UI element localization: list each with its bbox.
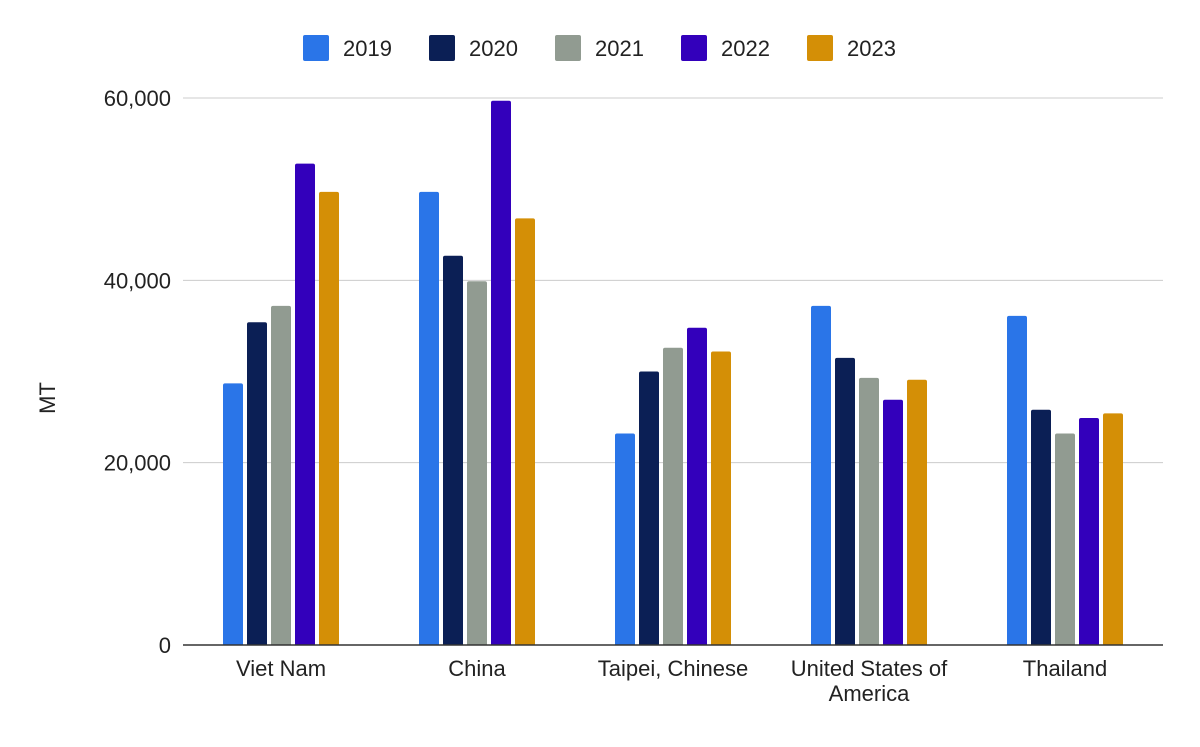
bar-2023: [515, 218, 535, 645]
legend-swatch-2021: [555, 35, 581, 61]
bar-2019: [223, 383, 243, 645]
bar-2020: [1031, 409, 1051, 645]
x-tick-label: Taipei, Chinese: [598, 656, 748, 681]
y-tick-label: 40,000: [104, 268, 171, 293]
bar-2021: [1055, 433, 1075, 645]
legend-label-2019: 2019: [343, 36, 392, 61]
bar-2019: [419, 191, 439, 645]
bar-2023: [319, 191, 339, 645]
y-tick-label: 60,000: [104, 86, 171, 111]
legend: 2019 2020 2021 2022 2023: [303, 35, 896, 61]
x-tick-label: United States of America: [791, 656, 948, 706]
bar-2022: [295, 163, 315, 645]
legend-swatch-2023: [807, 35, 833, 61]
bar-2019: [1007, 315, 1027, 645]
x-tick-label: Viet Nam: [236, 656, 326, 681]
y-tick-label: 20,000: [104, 451, 171, 476]
x-tick-label: Thailand: [1023, 656, 1107, 681]
legend-label-2022: 2022: [721, 36, 770, 61]
bar-2023: [907, 379, 927, 645]
bar-2021: [467, 281, 487, 645]
legend-label-2021: 2021: [595, 36, 644, 61]
bar-2022: [491, 100, 511, 646]
y-tick-label: 0: [159, 633, 171, 658]
bar-2020: [443, 255, 463, 646]
legend-label-2020: 2020: [469, 36, 518, 61]
bar-2022: [883, 399, 903, 645]
bar-2020: [247, 322, 267, 645]
bar-2022: [1079, 417, 1099, 645]
bar-2023: [1103, 413, 1123, 645]
bar-2023: [711, 351, 731, 645]
bar-2021: [663, 347, 683, 645]
bar-2020: [639, 371, 659, 645]
bar-2019: [615, 433, 635, 645]
legend-swatch-2019: [303, 35, 329, 61]
legend-swatch-2020: [429, 35, 455, 61]
bar-2019: [811, 305, 831, 645]
bars: [223, 100, 1123, 646]
y-axis-title: MT: [35, 382, 60, 414]
legend-label-2023: 2023: [847, 36, 896, 61]
legend-swatch-2022: [681, 35, 707, 61]
x-tick-label: China: [448, 656, 506, 681]
axes: 0 20,000 40,000 60,000 Viet Nam China Taipei, …: [104, 86, 1163, 706]
bar-2022: [687, 327, 707, 645]
bar-2021: [271, 305, 291, 645]
bar-2021: [859, 377, 879, 645]
bar-2020: [835, 357, 855, 645]
